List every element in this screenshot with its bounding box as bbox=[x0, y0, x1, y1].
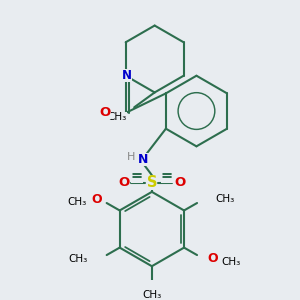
Text: S: S bbox=[147, 175, 157, 190]
Text: O: O bbox=[100, 106, 111, 119]
Text: CH₃: CH₃ bbox=[142, 290, 161, 300]
Text: CH₃: CH₃ bbox=[69, 254, 88, 264]
Text: O: O bbox=[207, 252, 218, 265]
Text: CH₃: CH₃ bbox=[67, 197, 86, 207]
Text: CH₃: CH₃ bbox=[107, 112, 127, 122]
Text: =: = bbox=[161, 168, 173, 183]
Text: O: O bbox=[118, 176, 130, 189]
Text: O: O bbox=[174, 176, 185, 189]
Text: N: N bbox=[138, 153, 149, 166]
Text: N: N bbox=[122, 69, 132, 82]
Text: O: O bbox=[92, 193, 102, 206]
Text: CH₃: CH₃ bbox=[221, 256, 241, 267]
Text: =: = bbox=[131, 168, 143, 183]
Text: H: H bbox=[127, 152, 136, 163]
Text: CH₃: CH₃ bbox=[216, 194, 235, 204]
